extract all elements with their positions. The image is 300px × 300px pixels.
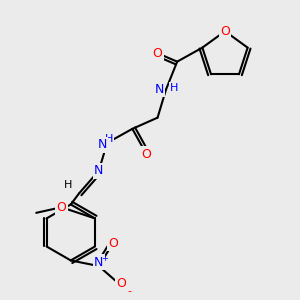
Text: H: H xyxy=(105,134,113,144)
Text: O: O xyxy=(108,237,118,250)
Text: N: N xyxy=(154,83,164,96)
Text: O: O xyxy=(116,277,126,290)
Text: O: O xyxy=(141,148,151,160)
Text: H: H xyxy=(170,82,178,93)
Text: H: H xyxy=(64,180,72,190)
Text: O: O xyxy=(220,25,230,38)
Text: +: + xyxy=(101,254,108,262)
Text: O: O xyxy=(56,201,66,214)
Text: O: O xyxy=(153,47,163,60)
Text: N: N xyxy=(98,138,107,151)
Text: N: N xyxy=(94,256,104,268)
Text: -: - xyxy=(127,286,131,296)
Text: N: N xyxy=(94,164,104,177)
